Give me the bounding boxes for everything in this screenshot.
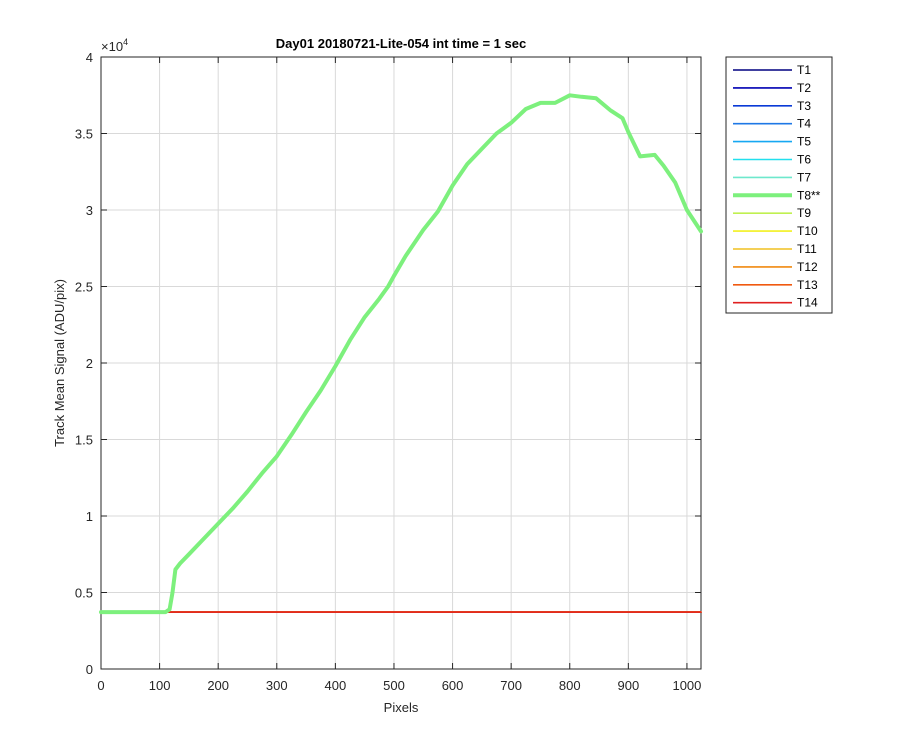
- plot-area: [99, 93, 703, 615]
- x-tick-label: 0: [97, 678, 104, 693]
- legend-label-t3: T3: [797, 99, 811, 113]
- legend-label-t13: T13: [797, 278, 818, 292]
- y-tick-label: 3: [86, 203, 93, 218]
- legend-label-t9: T9: [797, 206, 811, 220]
- legend: T1 T2 T3 T4 T5 T6 T7 T8** T9 T10 T11 T12 T13 T14: [725, 56, 833, 314]
- grid-lines: [101, 57, 701, 669]
- legend-label-t7: T7: [797, 170, 811, 184]
- legend-label-t8: T8**: [797, 188, 821, 202]
- legend-label-t4: T4: [797, 117, 811, 131]
- x-axis-label: Pixels: [384, 700, 419, 715]
- y-axis: 0 0.5 1 1.5 2 2.5 3 3.5 4: [75, 50, 701, 677]
- y-tick-label: 4: [86, 50, 93, 65]
- legend-label-t12: T12: [797, 260, 818, 274]
- legend-label-t11: T11: [797, 242, 817, 256]
- legend-label-t6: T6: [797, 153, 811, 167]
- legend-label-t14: T14: [797, 296, 818, 310]
- y-tick-label: 0: [86, 662, 93, 677]
- y-axis-label: Track Mean Signal (ADU/pix): [52, 279, 67, 447]
- series-line-t8: [99, 93, 703, 615]
- legend-label-t10: T10: [797, 224, 818, 238]
- y-exponent-power: 4: [123, 37, 128, 47]
- y-tick-label: 3.5: [75, 127, 93, 142]
- x-tick-label: 800: [559, 678, 581, 693]
- y-tick-label: 1.5: [75, 433, 93, 448]
- x-tick-label: 600: [442, 678, 464, 693]
- x-tick-label: 100: [149, 678, 171, 693]
- x-tick-label: 300: [266, 678, 288, 693]
- x-axis: 0 100 200 300 400 500 600 700 800 900 1000: [97, 57, 701, 693]
- legend-label-t1: T1: [797, 63, 811, 77]
- legend-label-t2: T2: [797, 81, 811, 95]
- x-tick-label: 500: [383, 678, 405, 693]
- y-tick-label: 0.5: [75, 586, 93, 601]
- y-exponent-base: ×10: [101, 39, 123, 54]
- y-exponent-label: ×104: [101, 37, 128, 54]
- x-tick-label: 200: [207, 678, 229, 693]
- chart-title: Day01 20180721-Lite-054 int time = 1 sec: [276, 36, 526, 51]
- y-tick-label: 2: [86, 356, 93, 371]
- x-tick-label: 900: [617, 678, 639, 693]
- y-tick-label: 2.5: [75, 280, 93, 295]
- y-tick-label: 1: [86, 509, 93, 524]
- legend-label-t5: T5: [797, 135, 811, 149]
- x-tick-label: 1000: [672, 678, 701, 693]
- legend-box: [725, 56, 833, 314]
- x-tick-label: 700: [500, 678, 522, 693]
- x-tick-label: 400: [325, 678, 347, 693]
